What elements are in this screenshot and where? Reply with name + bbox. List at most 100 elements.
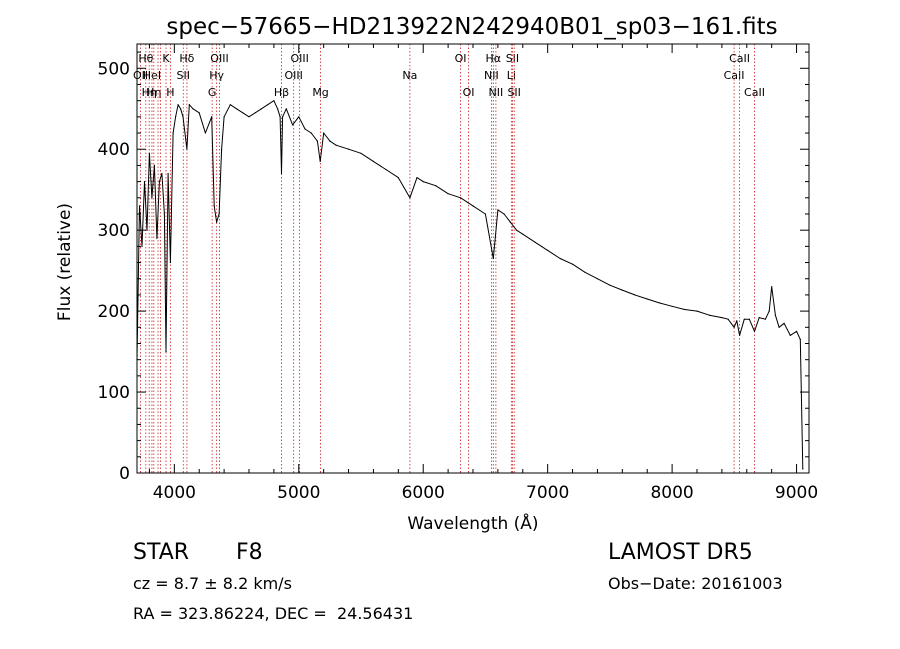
series-point — [460, 197, 462, 199]
line-label-21: NII — [484, 69, 499, 82]
series-point — [221, 148, 223, 150]
series-point — [298, 116, 300, 118]
x-tick-label-5: 9000 — [775, 483, 818, 503]
series-point — [764, 318, 767, 320]
line-label-7: K — [162, 52, 170, 65]
series-point — [169, 261, 171, 264]
x-tick-label-0: 4000 — [153, 483, 196, 503]
series-point — [335, 144, 337, 146]
series-point — [789, 334, 791, 336]
series-point — [146, 229, 148, 231]
series-point — [584, 271, 586, 273]
series-point — [348, 148, 350, 150]
series-point — [721, 317, 723, 319]
series-point — [186, 148, 188, 150]
series-point — [372, 160, 374, 162]
line-label-13: OIII — [210, 52, 228, 65]
series-point — [753, 330, 756, 332]
series-point — [771, 286, 773, 288]
series-point — [547, 249, 549, 251]
series-point — [360, 152, 362, 154]
series-point — [609, 284, 611, 286]
series-point — [223, 116, 225, 118]
line-label-23: NII — [489, 86, 504, 99]
series-point — [180, 108, 182, 110]
series-point — [522, 233, 524, 235]
survey-name: LAMOST DR5 — [608, 540, 753, 565]
series-point — [684, 308, 686, 311]
series-point — [277, 108, 279, 110]
series-point — [310, 132, 312, 134]
series-point — [319, 160, 321, 162]
series-point — [182, 116, 184, 118]
series-point — [323, 132, 325, 134]
series-point — [188, 104, 190, 106]
line-label-10: Hδ — [179, 52, 194, 65]
spectrum-series — [136, 100, 804, 470]
series-point — [198, 112, 200, 114]
series-point — [229, 104, 231, 106]
series-point — [236, 108, 238, 110]
series-point — [292, 124, 294, 126]
line-label-26: SII — [507, 86, 520, 99]
series-point — [163, 213, 165, 215]
observation-date: Obs−Date: 20161003 — [608, 574, 783, 593]
line-label-8: H — [166, 86, 174, 99]
y-tick-label-3: 300 — [98, 221, 130, 241]
series-point — [279, 116, 281, 118]
object-class: STAR — [133, 540, 190, 565]
chart-title: spec−57665−HD213922N242940B01_sp03−161.f… — [166, 14, 777, 40]
series-point — [267, 104, 269, 106]
line-label-18: Na — [402, 69, 417, 82]
line-label-11: G — [208, 86, 217, 99]
axes: 4000 5000 6000 7000 8000 9000 0 100 200 300 400 500 — [98, 44, 818, 503]
line-label-29: CaII — [744, 86, 765, 99]
series-point — [304, 128, 306, 130]
series-point — [796, 330, 798, 332]
line-label-1: Hθ — [138, 52, 153, 65]
series-point — [739, 334, 741, 336]
series-point — [167, 172, 169, 175]
series-point — [634, 294, 636, 296]
line-label-22: Hα — [486, 52, 502, 65]
series-point — [153, 164, 155, 166]
line-label-9: SII — [177, 69, 190, 82]
series-point — [596, 278, 599, 280]
line-label-3: HeI — [143, 69, 161, 82]
series-point — [492, 257, 494, 260]
series-point — [768, 310, 770, 312]
series-point — [156, 237, 158, 239]
line-label-2: Hη — [142, 86, 157, 99]
series-point — [743, 318, 745, 320]
series-point — [211, 116, 213, 118]
series-point — [516, 229, 518, 231]
series-point — [484, 213, 486, 215]
series-point — [192, 108, 194, 110]
series-point — [385, 168, 387, 171]
line-label-25: SII — [506, 52, 519, 65]
series-point — [708, 314, 711, 316]
series-point — [165, 351, 167, 353]
series-point — [280, 172, 283, 175]
series-point — [248, 116, 250, 118]
series-point — [802, 468, 804, 470]
series-point — [138, 205, 141, 207]
series-point — [218, 213, 220, 215]
series-point — [509, 221, 511, 223]
series-point — [260, 108, 262, 110]
coordinates: RA = 323.86224, DEC = 24.56431 — [133, 604, 414, 623]
line-label-14: Hβ — [274, 86, 289, 99]
series-point — [161, 172, 163, 175]
series-point — [254, 112, 256, 114]
series-point — [758, 317, 760, 319]
series-point — [409, 197, 411, 199]
series-point — [671, 305, 673, 307]
object-subclass: F8 — [236, 540, 263, 565]
series-point — [447, 193, 449, 195]
line-label-4: Hη — [146, 86, 161, 99]
series-point — [158, 181, 160, 183]
x-tick-label-1: 5000 — [277, 483, 320, 503]
series-point — [572, 263, 574, 265]
series-point — [216, 221, 218, 223]
